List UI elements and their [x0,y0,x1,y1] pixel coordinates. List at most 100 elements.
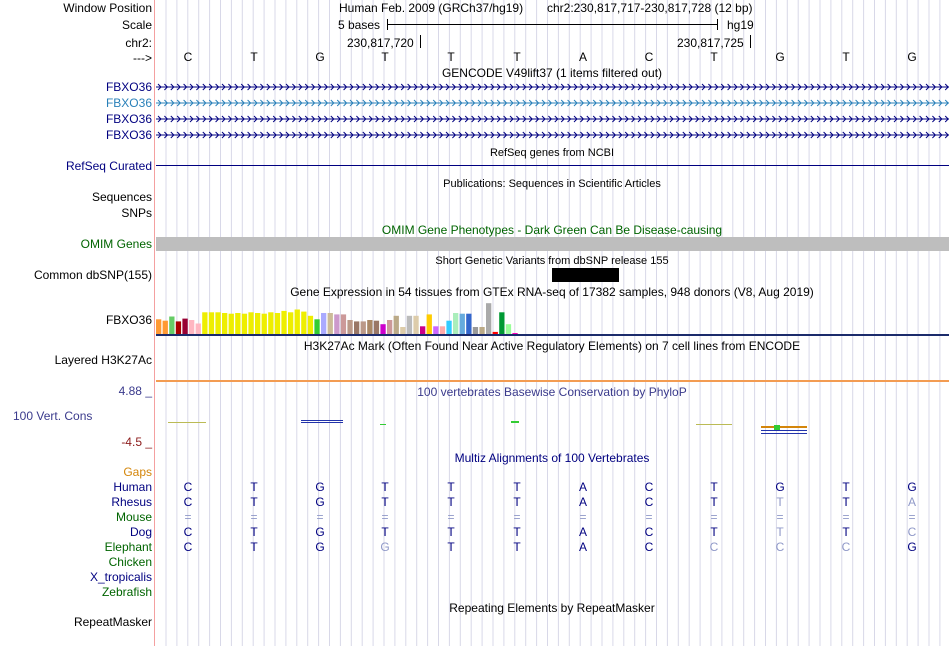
strand-chevron [292,99,297,107]
publications-track-title: Publications: Sequences in Scientific Ar… [443,178,661,190]
strand-chevron [650,115,655,123]
strand-chevron [919,131,924,139]
strand-chevron [528,115,533,123]
strand-chevron [573,99,578,107]
strand-chevron [349,115,354,123]
strand-chevron [311,131,316,139]
strand-chevron [631,83,636,91]
multiz-species-label[interactable]: Human [113,480,152,494]
strand-chevron [516,115,521,123]
gtex-tissue-bar [235,313,241,334]
strand-chevron [573,83,578,91]
phylop-mark [761,433,807,434]
multiz-species-label[interactable]: X_tropicalis [89,570,152,584]
gencode-transcript-line[interactable] [156,82,949,92]
strand-chevron [656,83,661,91]
strand-chevron [759,99,764,107]
gencode-transcript-label[interactable]: FBXO36 [105,96,152,110]
gencode-transcript-label[interactable]: FBXO36 [105,112,152,126]
gencode-transcript-label[interactable]: FBXO36 [105,80,152,94]
gencode-transcript-line[interactable] [156,114,949,124]
gtex-track-label[interactable]: FBXO36 [105,313,152,327]
phylop-wiggle-plot[interactable] [156,416,949,440]
strand-chevron [592,131,597,139]
gtex-tissue-bar [327,313,333,334]
strand-chevron [458,99,463,107]
repeatmasker-track-label[interactable]: RepeatMasker [73,615,152,629]
multiz-species-label[interactable]: Elephant [104,540,152,554]
multiz-gaps-label[interactable]: Gaps [123,465,152,479]
strand-chevron [580,115,585,123]
gencode-transcript-line[interactable] [156,130,949,140]
dbsnp-track-label[interactable]: Common dbSNP(155) [33,268,152,282]
strand-chevron [868,83,873,91]
multiz-aligned-base: C [183,480,193,494]
publications-snps-label[interactable]: SNPs [121,206,152,220]
multiz-species-label[interactable]: Chicken [108,555,152,569]
multiz-species-label[interactable]: Zebrafish [101,585,152,599]
strand-chevron [624,131,629,139]
omim-track-label[interactable]: OMIM Genes [80,237,152,251]
strand-chevron [183,115,188,123]
sequence-base: T [842,50,850,64]
gtex-expression-chart[interactable] [156,299,556,334]
h3k27ac-signal-line[interactable] [156,380,949,382]
multiz-species-label[interactable]: Rhesus [111,495,152,509]
strand-chevron [708,115,713,123]
strand-chevron [605,83,610,91]
gtex-tissue-bar [288,312,294,334]
multiz-aligned-base: = [908,510,916,524]
multiz-species-label[interactable]: Mouse [115,510,152,524]
strand-chevron [784,99,789,107]
h3k27ac-track-title: H3K27Ac Mark (Often Found Near Active Re… [303,339,801,353]
multiz-species-label[interactable]: Dog [129,525,152,539]
publications-sequences-label[interactable]: Sequences [91,190,152,204]
strand-chevron [157,99,162,107]
strand-chevron [932,115,937,123]
strand-chevron [464,99,469,107]
dbsnp-variant[interactable] [552,268,619,282]
gencode-transcript-label[interactable]: FBXO36 [105,128,152,142]
strand-chevron [304,83,309,91]
gencode-transcript-line[interactable] [156,98,949,108]
sequence-base: C [644,50,654,64]
strand-chevron [612,83,617,91]
refseq-gene-line[interactable] [156,165,949,166]
omim-gene-bar[interactable] [156,237,949,251]
strand-chevron [688,83,693,91]
strand-chevron [573,115,578,123]
strand-chevron [189,99,194,107]
strand-chevron [228,99,233,107]
multiz-aligned-base: C [183,540,193,554]
strand-chevron [759,83,764,91]
phylop-track-label[interactable]: 100 Vert. Cons [13,409,93,423]
strand-chevron [804,115,809,123]
scale-text: 5 bases [338,18,381,32]
strand-chevron [400,99,405,107]
strand-chevron [797,83,802,91]
strand-chevron [452,115,457,123]
strand-chevron [317,99,322,107]
refseq-track-label[interactable]: RefSeq Curated [65,159,152,173]
strand-chevron [752,99,757,107]
strand-chevron [208,115,213,123]
strand-chevron [586,131,591,139]
strand-chevron [349,83,354,91]
strand-chevron [234,99,239,107]
strand-chevron [656,131,661,139]
strand-chevron [484,131,489,139]
strand-chevron [330,115,335,123]
gtex-tissue-bar [406,315,413,334]
strand-chevron [240,83,245,91]
strand-chevron [618,115,623,123]
strand-chevron [484,83,489,91]
sequence-base: A [578,50,587,64]
multiz-aligned-base: T [710,495,718,509]
gtex-tissue-bar [281,310,287,334]
strand-chevron [336,131,341,139]
strand-chevron [925,83,930,91]
strand-chevron [900,131,905,139]
strand-chevron [733,131,738,139]
h3k27ac-track-label[interactable]: Layered H3K27Ac [54,353,152,367]
